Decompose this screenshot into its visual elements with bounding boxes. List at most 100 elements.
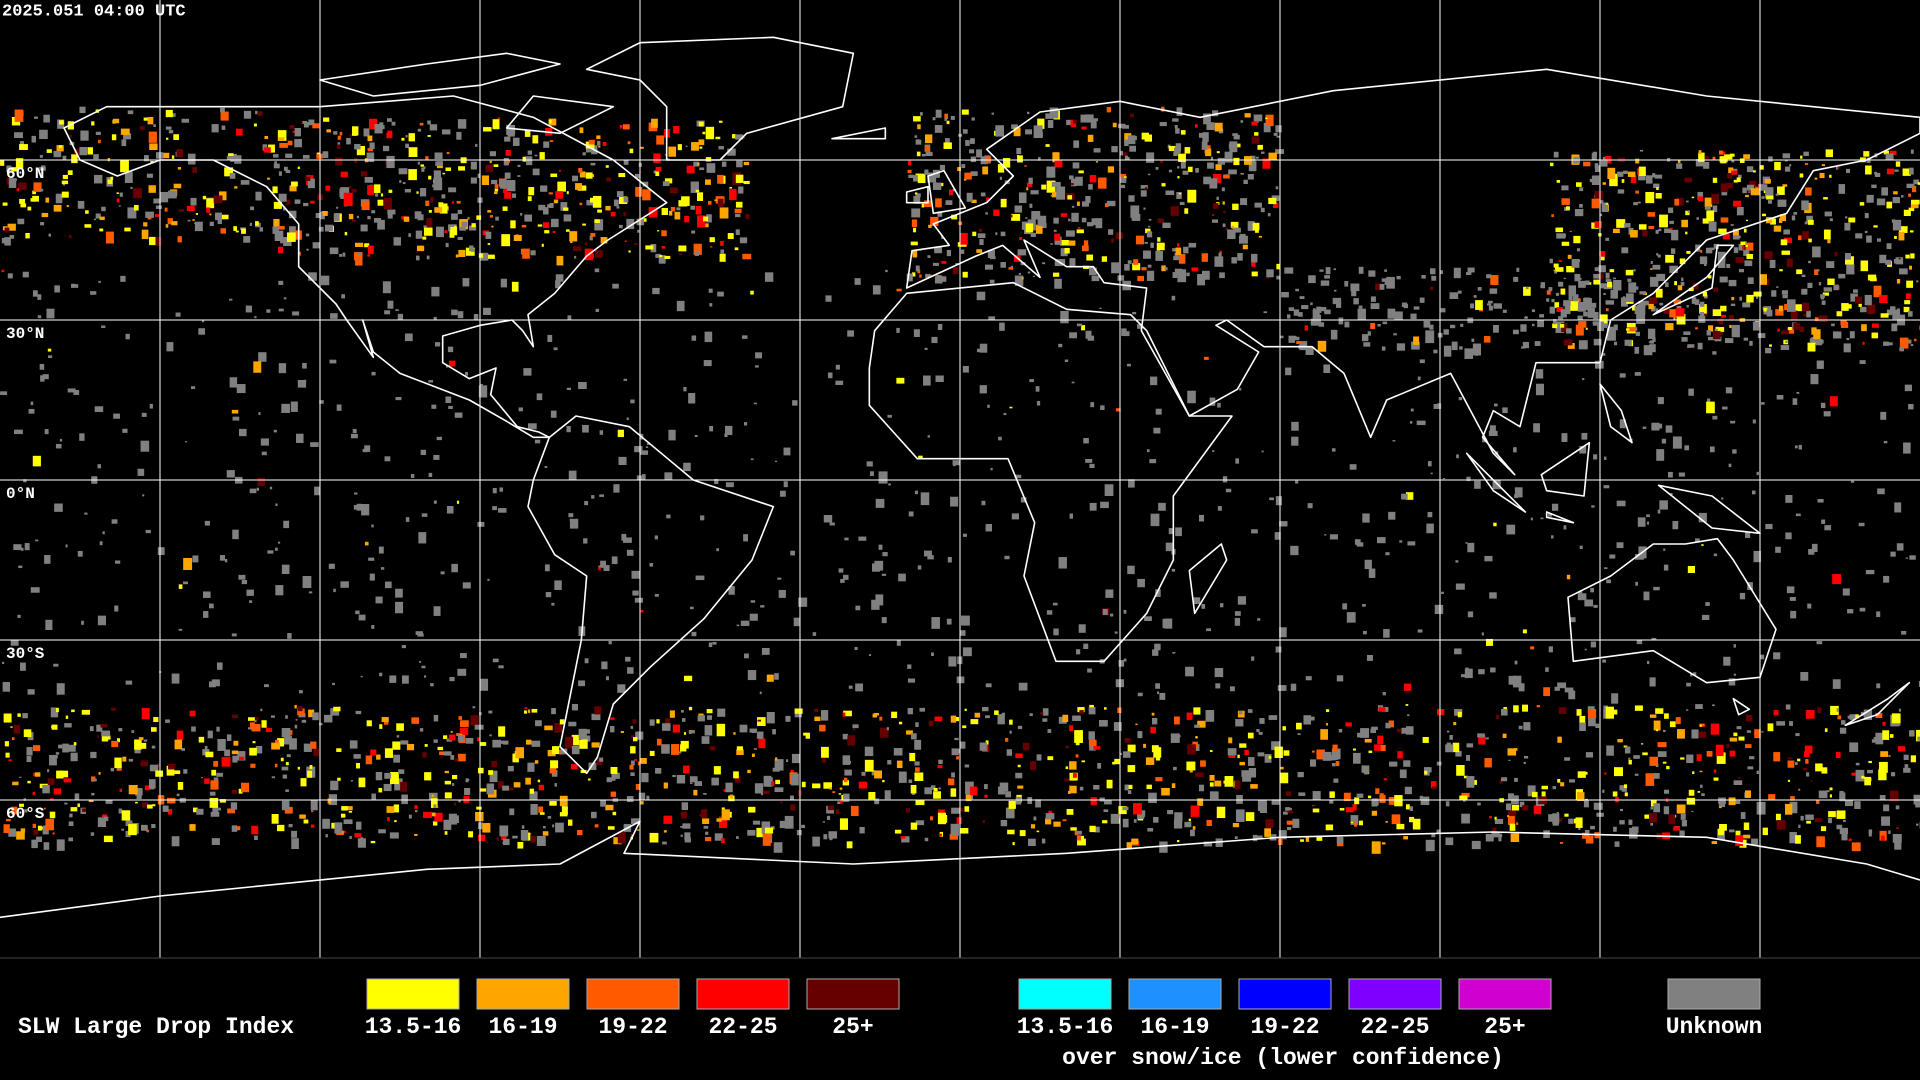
cloud-pixel xyxy=(1633,269,1636,272)
cloud-pixel xyxy=(1687,565,1696,573)
cloud-pixel xyxy=(1256,728,1260,732)
cloud-pixel xyxy=(94,218,97,221)
cloud-pixel xyxy=(1486,303,1492,306)
cloud-pixel xyxy=(440,571,445,575)
cloud-pixel xyxy=(1176,191,1182,199)
cloud-pixel xyxy=(964,806,970,812)
cloud-pixel xyxy=(251,723,261,732)
cloud-pixel xyxy=(377,199,384,206)
cloud-pixel xyxy=(1903,306,1910,313)
cloud-pixel xyxy=(1283,750,1290,756)
cloud-pixel xyxy=(47,769,50,773)
cloud-pixel xyxy=(969,149,975,154)
cloud-pixel xyxy=(1848,838,1852,841)
cloud-pixel xyxy=(368,118,378,130)
cloud-pixel xyxy=(1838,184,1846,194)
cloud-pixel xyxy=(451,563,458,573)
cloud-pixel xyxy=(550,410,557,418)
cloud-pixel xyxy=(395,396,402,401)
cloud-pixel xyxy=(617,684,626,693)
cloud-pixel xyxy=(1547,513,1553,517)
cloud-pixel xyxy=(976,149,983,158)
cloud-pixel xyxy=(1663,306,1670,315)
cloud-pixel xyxy=(1228,169,1237,175)
cloud-pixel xyxy=(285,169,291,174)
cloud-pixel xyxy=(685,145,688,147)
cloud-pixel xyxy=(1644,814,1650,819)
cloud-pixel xyxy=(549,203,554,209)
cloud-pixel xyxy=(758,738,766,749)
cloud-pixel xyxy=(993,209,1000,217)
cloud-pixel xyxy=(655,166,662,172)
cloud-pixel xyxy=(1564,757,1571,761)
cloud-pixel xyxy=(1604,567,1608,570)
cloud-pixel xyxy=(1903,442,1911,454)
cloud-pixel xyxy=(1465,272,1472,275)
cloud-pixel xyxy=(37,315,42,319)
cloud-pixel xyxy=(1143,207,1146,210)
cloud-pixel xyxy=(272,226,279,234)
cloud-pixel xyxy=(114,605,119,612)
cloud-pixel xyxy=(1789,164,1792,167)
cloud-pixel xyxy=(566,426,571,433)
cloud-pixel xyxy=(121,810,131,821)
cloud-pixel xyxy=(635,783,641,790)
cloud-pixel xyxy=(875,594,884,606)
cloud-pixel xyxy=(1216,151,1220,154)
cloud-pixel xyxy=(1029,713,1033,717)
cloud-pixel xyxy=(291,838,299,850)
cloud-pixel xyxy=(207,730,213,739)
cloud-pixel xyxy=(434,609,437,611)
cloud-pixel xyxy=(273,218,280,228)
cloud-pixel xyxy=(448,360,456,367)
cloud-pixel xyxy=(1171,568,1176,572)
cloud-pixel xyxy=(1546,290,1551,295)
cloud-pixel xyxy=(103,816,109,822)
cloud-pixel xyxy=(281,403,290,413)
cloud-pixel xyxy=(577,829,583,836)
cloud-pixel xyxy=(105,800,113,804)
cloud-pixel xyxy=(336,404,342,411)
cloud-pixel xyxy=(1490,275,1499,285)
cloud-pixel xyxy=(443,735,448,740)
cloud-pixel xyxy=(1110,613,1114,617)
cloud-pixel xyxy=(235,230,239,233)
cloud-pixel xyxy=(1064,359,1069,363)
cloud-pixel xyxy=(1726,263,1731,268)
cloud-pixel xyxy=(1317,340,1327,352)
cloud-pixel xyxy=(1739,158,1745,163)
cloud-pixel xyxy=(1121,328,1127,337)
cloud-pixel xyxy=(1706,210,1715,222)
cloud-pixel xyxy=(1593,454,1598,460)
cloud-pixel xyxy=(1145,757,1155,765)
cloud-pixel xyxy=(565,229,570,232)
cloud-pixel xyxy=(627,667,634,674)
cloud-pixel xyxy=(339,131,343,136)
cloud-pixel xyxy=(54,503,63,512)
cloud-pixel xyxy=(1156,242,1165,251)
cloud-pixel xyxy=(1036,400,1041,406)
cloud-pixel xyxy=(485,231,492,239)
cloud-pixel xyxy=(113,118,120,124)
cloud-pixel xyxy=(575,183,582,190)
cloud-pixel xyxy=(906,808,911,813)
cloud-pixel xyxy=(1201,270,1210,280)
cloud-pixel xyxy=(120,275,126,282)
cloud-pixel xyxy=(1060,239,1070,246)
cloud-pixel xyxy=(915,767,920,772)
cloud-pixel xyxy=(1259,718,1265,724)
cloud-pixel xyxy=(553,199,559,204)
cloud-pixel xyxy=(735,201,743,208)
cloud-pixel xyxy=(1130,113,1134,118)
cloud-pixel xyxy=(20,828,26,833)
cloud-pixel xyxy=(521,825,525,829)
cloud-pixel xyxy=(503,838,510,846)
cloud-pixel xyxy=(585,172,593,179)
cloud-pixel xyxy=(133,204,139,211)
cloud-pixel xyxy=(654,594,659,597)
cloud-pixel xyxy=(97,735,100,738)
cloud-pixel xyxy=(1065,745,1070,749)
cloud-pixel xyxy=(774,787,784,793)
cloud-pixel xyxy=(571,734,580,746)
